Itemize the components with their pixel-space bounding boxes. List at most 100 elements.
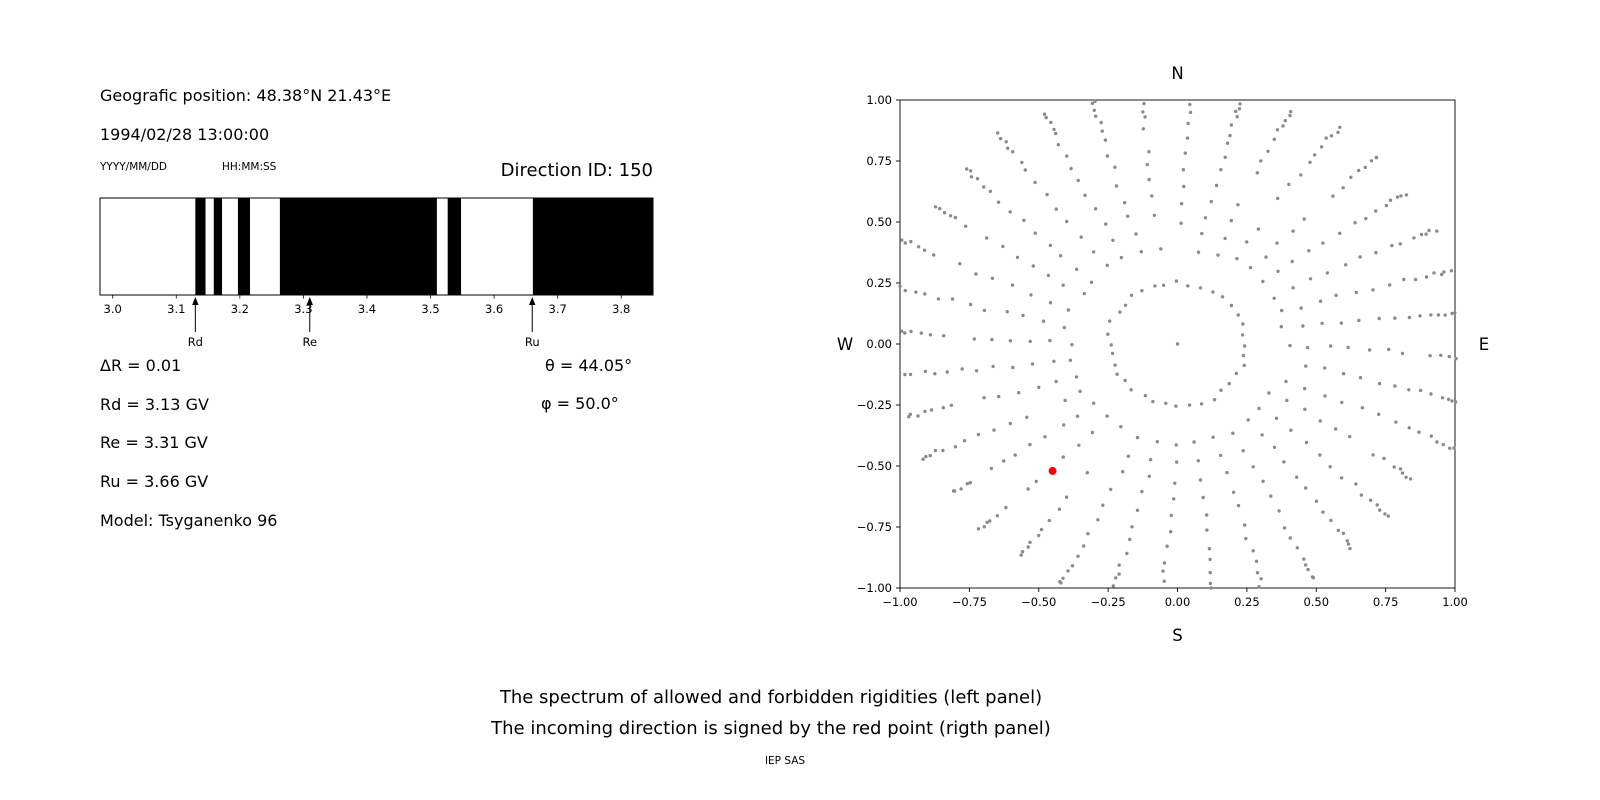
direction-dot: [1324, 136, 1328, 140]
direction-dot: [996, 131, 1000, 135]
direction-dot: [1110, 351, 1115, 356]
direction-dot: [942, 211, 947, 215]
direction-dot: [1045, 192, 1049, 197]
direction-dot: [1123, 303, 1128, 307]
y-tick-label: −1.00: [857, 581, 892, 595]
direction-dot: [1392, 465, 1396, 469]
direction-dot: [1229, 123, 1234, 127]
direction-dot: [1374, 155, 1379, 160]
direction-dot: [1453, 400, 1458, 404]
direction-dot: [1340, 400, 1344, 405]
direction-dot: [1199, 402, 1204, 406]
spectrum-tick-label: 3.5: [421, 302, 439, 316]
direction-dot: [1357, 168, 1361, 173]
direction-dot: [1041, 319, 1046, 323]
direction-dot: [1301, 324, 1305, 328]
direction-dot: [1026, 487, 1030, 491]
direction-dot: [1020, 160, 1024, 165]
direction-dot: [1251, 549, 1255, 553]
direction-dot: [1103, 138, 1108, 142]
direction-dot: [1240, 333, 1245, 337]
forbidden-band: [237, 198, 251, 295]
direction-dot: [1188, 110, 1193, 115]
x-tick-label: −0.25: [1091, 595, 1126, 609]
direction-dot: [1318, 419, 1322, 423]
direction-dot: [1101, 503, 1105, 507]
direction-dot: [1304, 440, 1309, 445]
direction-dot: [1119, 255, 1124, 260]
direction-dot: [1424, 232, 1428, 236]
direction-dot: [1450, 311, 1454, 316]
spectrum-tick-label: 3.4: [358, 302, 376, 316]
phi-value: φ = 50.0°: [541, 394, 619, 413]
y-tick-label: 0.75: [866, 154, 892, 168]
direction-dot: [1205, 513, 1209, 517]
direction-dot: [1113, 165, 1117, 169]
direction-dot: [1091, 250, 1096, 254]
compass-south-label: S: [1172, 626, 1182, 645]
direction-dot: [1341, 531, 1346, 535]
direction-dot: [1285, 398, 1289, 403]
direction-dot: [1446, 397, 1451, 401]
direction-dot: [1248, 265, 1253, 270]
direction-dot: [1223, 155, 1227, 159]
direction-dot: [990, 276, 995, 280]
direction-dot: [1387, 347, 1391, 352]
direction-dot: [1092, 108, 1096, 112]
direction-dot: [1443, 313, 1447, 317]
direction-dot: [1280, 308, 1284, 313]
direction-dot: [950, 297, 955, 301]
direction-dot: [1147, 177, 1151, 182]
direction-dot: [1404, 475, 1408, 479]
direction-dot: [922, 248, 927, 252]
direction-dot: [988, 519, 992, 523]
direction-dot: [1063, 398, 1067, 403]
direction-dot: [991, 364, 995, 369]
direction-dot: [1329, 518, 1333, 523]
rd-value: Rd = 3.13 GV: [100, 395, 209, 414]
theta-value: θ = 44.05°: [545, 356, 633, 375]
direction-dot: [1145, 162, 1149, 167]
direction-dot: [1188, 102, 1192, 107]
direction-dot: [1225, 470, 1229, 475]
direction-dot: [1172, 497, 1176, 501]
forbidden-band: [279, 198, 437, 295]
direction-dot: [1108, 319, 1112, 323]
direction-dot: [1059, 581, 1063, 585]
direction-dot: [982, 396, 986, 400]
direction-dot: [1062, 325, 1066, 330]
direction-dot: [1117, 572, 1121, 576]
direction-dot: [1424, 275, 1429, 279]
direction-dot: [995, 514, 1000, 518]
x-tick-label: −0.75: [952, 595, 987, 609]
direction-dot: [1442, 270, 1446, 274]
direction-dot: [1413, 277, 1418, 282]
direction-dot: [1329, 134, 1334, 138]
direction-dot: [1453, 311, 1457, 315]
direction-dot: [1056, 143, 1060, 147]
direction-dot: [1231, 490, 1236, 494]
direction-dot: [1295, 475, 1299, 479]
direction-dot: [1147, 474, 1151, 478]
direction-dot: [1117, 563, 1121, 567]
direction-dot: [1357, 318, 1361, 323]
direction-dot: [962, 439, 967, 443]
direction-dot: [1371, 453, 1375, 457]
direction-dot: [1186, 284, 1190, 288]
direction-dot: [1022, 218, 1026, 222]
caption-line-2: The incoming direction is signed by the …: [491, 718, 1051, 739]
direction-dot: [1216, 253, 1220, 257]
direction-dot: [1174, 404, 1178, 408]
geographic-position-text: Geografic position: 48.38°N 21.43°E: [100, 86, 392, 105]
direction-dot: [1182, 184, 1186, 189]
direction-dot: [923, 369, 928, 374]
observation-datetime: 1994/02/28 13:00:00: [100, 125, 270, 144]
asymptotic-direction-dots: [898, 99, 1458, 590]
direction-dot: [1254, 559, 1259, 563]
direction-dot: [1388, 198, 1393, 202]
direction-dot: [1212, 398, 1217, 402]
direction-dot: [1407, 426, 1411, 430]
direction-dot: [998, 136, 1003, 141]
direction-dot: [1161, 569, 1165, 573]
